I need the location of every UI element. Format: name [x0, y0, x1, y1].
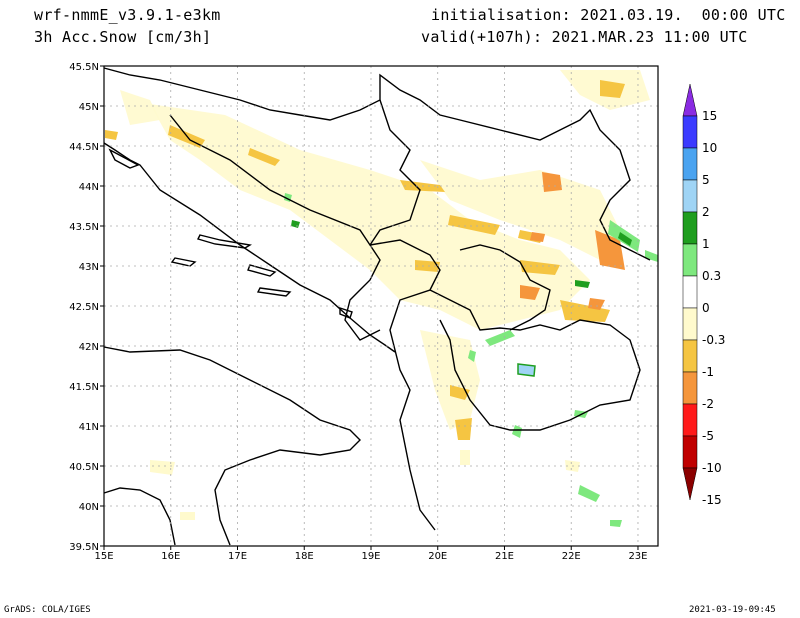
lon-tick-label: 16E: [161, 551, 180, 562]
colorbar-box: [682, 371, 698, 405]
colorbar-box: [682, 435, 698, 469]
lat-tick-label: 44N: [79, 182, 99, 193]
colorbar-label: -2: [702, 397, 714, 411]
lon-tick-label: 15E: [94, 551, 113, 562]
lon-tick-label: 18E: [295, 551, 314, 562]
lat-tick-label: 40.5N: [69, 462, 99, 473]
lat-tick-label: 45.5N: [69, 62, 99, 73]
lat-tick-label: 44.5N: [69, 142, 99, 153]
lat-tick-label: 43N: [79, 262, 99, 273]
lat-tick-label: 42.5N: [69, 302, 99, 313]
colorbar-top-triangle: [682, 83, 698, 117]
colorbar-label: 5: [702, 173, 710, 187]
colorbar-label: -5: [702, 429, 714, 443]
lon-tick-label: 20E: [428, 551, 447, 562]
lon-tick-label: 22E: [562, 551, 581, 562]
colorbar-label: -0.3: [702, 333, 725, 347]
country-borders: [103, 67, 651, 546]
colorbar-label: 1: [702, 237, 710, 251]
lat-lon-grid: [104, 66, 658, 546]
lon-tick-labels: 15E 16E 17E 18E 19E 20E 21E 22E 23E: [94, 546, 647, 562]
lat-tick-label: 41.5N: [69, 382, 99, 393]
colorbar-box: [682, 275, 698, 309]
variable-title: 3h Acc.Snow [cm/3h]: [34, 28, 212, 46]
colorbar-box: [682, 115, 698, 149]
init-time: initialisation: 2021.03.19. 00:00 UTC: [431, 6, 786, 24]
colorbar-box: [682, 307, 698, 341]
colorbar-box: [682, 147, 698, 181]
colorbar-label: 10: [702, 141, 717, 155]
colorbar-box: [682, 243, 698, 277]
footer-left: GrADS: COLA/IGES: [4, 605, 91, 615]
lon-tick-label: 19E: [361, 551, 380, 562]
model-title: wrf-nmmE_v3.9.1-e3km: [34, 6, 221, 24]
colorbar-bottom-triangle: [682, 467, 698, 501]
lat-tick-label: 39.5N: [69, 542, 99, 553]
lat-tick-label: 45N: [79, 102, 99, 113]
colorbar-label: 15: [702, 109, 717, 123]
colorbar-box: [682, 403, 698, 437]
colorbar-label: 0.3: [702, 269, 721, 283]
snowfall-shading: [105, 70, 658, 527]
lat-tick-labels: 39.5N 40N 40.5N 41N 41.5N 42N 42.5N 43N 43.5N 44N…: [69, 62, 104, 553]
colorbar-label: 0: [702, 301, 710, 315]
colorbar-label: -1: [702, 365, 714, 379]
colorbar: 15 10 5 2 1 0.3 0 -0.3 -1 -2 -5 -10 -15: [682, 83, 725, 507]
lat-tick-label: 40N: [79, 502, 99, 513]
lat-tick-label: 43.5N: [69, 222, 99, 233]
colorbar-label: -10: [702, 461, 722, 475]
footer-right: 2021-03-19-09:45: [689, 605, 776, 615]
colorbar-label: 2: [702, 205, 710, 219]
lat-tick-label: 42N: [79, 342, 99, 353]
lon-tick-label: 21E: [495, 551, 514, 562]
lon-tick-label: 23E: [628, 551, 647, 562]
lon-tick-label: 17E: [228, 551, 247, 562]
colorbar-box: [682, 179, 698, 213]
lat-tick-label: 41N: [79, 422, 99, 433]
colorbar-box: [682, 211, 698, 245]
valid-time: valid(+107h): 2021.MAR.23 11:00 UTC: [421, 28, 748, 46]
colorbar-label: -15: [702, 493, 722, 507]
colorbar-box: [682, 339, 698, 373]
